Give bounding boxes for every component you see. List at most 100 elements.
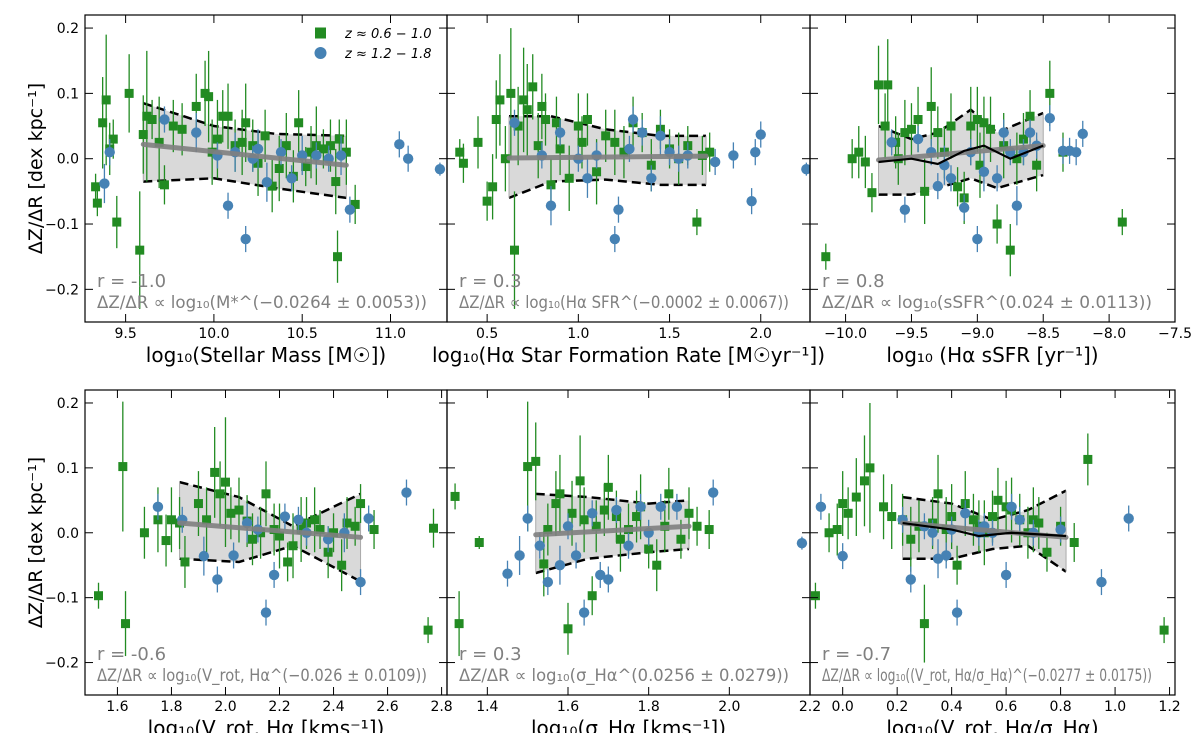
x-tick-label: −7.5 <box>1158 326 1192 342</box>
data-point <box>599 505 609 515</box>
plot-area <box>455 28 810 309</box>
y-tick-label: −0.2 <box>45 656 79 672</box>
data-point <box>912 133 924 145</box>
data-point <box>692 521 702 531</box>
data-point <box>177 124 187 134</box>
band-lower-line <box>179 544 362 583</box>
data-point <box>191 127 202 138</box>
data-point <box>1096 576 1107 588</box>
data-point <box>240 233 251 245</box>
data-point <box>296 525 306 535</box>
data-point <box>1159 625 1169 635</box>
x-tick-label: 0.5 <box>476 326 498 342</box>
plot-area <box>821 39 1127 277</box>
x-tick-label: 0.4 <box>941 699 963 715</box>
data-point <box>1014 514 1025 525</box>
data-point <box>632 512 642 522</box>
data-point <box>135 245 145 255</box>
data-point <box>121 619 131 629</box>
x-tick-label: 9.5 <box>114 326 136 342</box>
data-point <box>281 141 291 151</box>
data-point <box>355 576 366 588</box>
data-point <box>473 137 483 147</box>
data-point <box>578 607 590 618</box>
data-point <box>755 129 766 140</box>
data-point <box>865 463 875 473</box>
data-point <box>966 121 976 131</box>
data-point <box>212 574 223 585</box>
data-point <box>543 525 553 535</box>
data-point <box>294 118 304 128</box>
y-tick-label: 0.0 <box>57 526 79 542</box>
data-point <box>108 134 118 144</box>
x-axis-title: log₁₀(Stellar Mass [M☉]) <box>146 343 386 367</box>
data-point <box>434 163 446 175</box>
x-tick-label: −9.0 <box>960 326 994 342</box>
correlation-text: r = 0.8 <box>822 271 885 292</box>
fit-line <box>177 520 364 540</box>
x-tick-label: 2.4 <box>322 699 344 715</box>
data-point <box>610 137 620 147</box>
data-point <box>920 186 930 196</box>
data-point <box>587 591 597 601</box>
legend-marker <box>314 47 327 59</box>
data-point <box>91 182 101 192</box>
data-point <box>609 233 621 245</box>
data-point <box>874 80 884 90</box>
data-point <box>226 508 236 518</box>
data-point <box>168 121 178 131</box>
series-high-z <box>886 105 1088 253</box>
data-point <box>880 121 890 131</box>
x-tick-label: 2.2 <box>799 699 821 715</box>
data-point <box>455 147 465 157</box>
data-point <box>582 173 593 184</box>
data-point <box>676 534 686 544</box>
data-point <box>423 625 433 635</box>
x-tick-label: −8.5 <box>1026 326 1060 342</box>
data-point <box>843 508 853 518</box>
data-point <box>619 147 629 157</box>
plot-area <box>810 402 1169 663</box>
data-point <box>261 489 271 499</box>
data-point <box>454 619 464 629</box>
data-point <box>310 515 320 525</box>
data-point <box>279 511 291 522</box>
fit-relation-text: ΔZ/ΔR ∝ log₁₀(Hα SFR^(−0.0002 ± 0.0067)) <box>459 293 789 313</box>
data-point <box>545 200 557 211</box>
x-tick-label: 1.8 <box>638 699 660 715</box>
data-point <box>652 560 662 570</box>
x-tick-label: 1.6 <box>106 699 128 715</box>
series-low-z <box>450 401 714 657</box>
data-point <box>986 124 996 134</box>
x-tick-label: 2.0 <box>214 699 236 715</box>
fit-relation-text: ΔZ/ΔR ∝ log₁₀(V_rot, Hα^(−0.026 ± 0.0109… <box>97 666 427 686</box>
data-point <box>541 115 551 125</box>
data-point <box>488 182 498 192</box>
data-point <box>450 491 460 501</box>
data-point <box>1070 146 1082 158</box>
data-point <box>587 508 598 519</box>
data-point <box>315 525 325 535</box>
data-point <box>166 515 176 525</box>
data-point <box>342 518 352 528</box>
data-point <box>222 200 234 211</box>
data-point <box>867 188 877 198</box>
data-point <box>138 130 148 140</box>
data-point <box>537 101 547 111</box>
x-tick-label: −8.0 <box>1092 326 1126 342</box>
data-point <box>595 569 606 581</box>
data-point <box>906 124 916 134</box>
series-high-z <box>815 493 1134 626</box>
data-point <box>709 156 721 168</box>
plot-area <box>94 401 438 657</box>
x-tick-label: 2.6 <box>376 699 398 715</box>
data-point <box>692 217 702 227</box>
data-point <box>363 513 374 524</box>
x-tick-label: 0.0 <box>832 699 854 715</box>
data-point <box>204 92 214 102</box>
data-point <box>570 550 582 561</box>
data-point <box>402 153 414 164</box>
data-point <box>519 95 529 105</box>
data-point <box>646 173 657 184</box>
data-point <box>951 607 963 618</box>
